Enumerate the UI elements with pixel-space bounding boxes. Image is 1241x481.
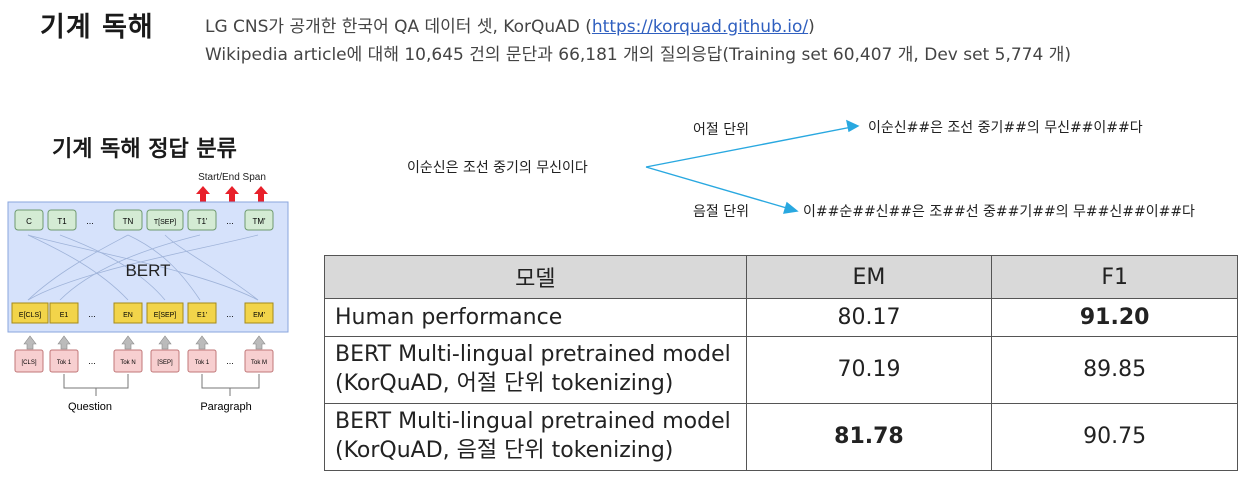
input-label: [SEP]	[157, 360, 173, 366]
model-cell: BERT Multi-lingual pretrained model (KorQ…	[324, 403, 747, 471]
embedding-token	[146, 302, 184, 324]
ellipsis: ...	[226, 309, 234, 319]
embedding-label: E[SEP]	[154, 312, 177, 319]
up-arrow-icon	[254, 186, 268, 202]
arrow-head-icon	[783, 201, 799, 214]
top-token-label: T1'	[197, 217, 208, 226]
top-token	[187, 209, 217, 231]
table-row: BERT Multi-lingual pretrained model (KorQ…	[324, 336, 1238, 404]
top-token	[146, 209, 184, 231]
embedding-label: EM'	[253, 312, 265, 319]
input-token	[49, 349, 79, 373]
f1-cell: 90.75	[991, 403, 1238, 471]
input-label: Tok 1	[57, 360, 72, 366]
top-token-label: TN	[123, 217, 134, 226]
korquad-link[interactable]: https://korquad.github.io/	[591, 17, 809, 37]
input-label: [CLS]	[21, 360, 36, 366]
input-token	[113, 349, 143, 373]
input-label: Tok N	[120, 360, 135, 366]
model-name: BERT Multi-lingual pretrained model	[335, 342, 731, 368]
group-brackets	[63, 374, 260, 396]
description-text-end: )	[808, 17, 815, 37]
model-detail: (KorQuAD, 어절 단위 tokenizing)	[335, 371, 674, 396]
bert-diagram: Start/End Span BERT C T1 ... TN T[SEP] T…	[7, 172, 289, 413]
embedding-token	[49, 302, 79, 324]
table-header-row: 모델 EM F1	[324, 255, 1238, 299]
header-f1: F1	[991, 255, 1238, 299]
results-table: 모델 EM F1 Human performance 80.17 91.20 B…	[324, 255, 1238, 471]
ellipsis: ...	[226, 216, 234, 226]
top-token	[14, 209, 44, 231]
embedding-token	[113, 302, 143, 324]
table-row: Human performance 80.17 91.20	[324, 298, 1238, 337]
em-cell: 80.17	[745, 298, 993, 337]
top-token-label: T1	[57, 217, 67, 226]
embedding-label: E1'	[197, 312, 207, 319]
model-cell: BERT Multi-lingual pretrained model (KorQ…	[324, 336, 747, 404]
embedding-row: E[CLS] E1 ... EN E[SEP] E1' ... EM'	[11, 302, 274, 324]
table-row: BERT Multi-lingual pretrained model (KorQ…	[324, 403, 1238, 471]
attention-lines	[27, 234, 259, 301]
dataset-description: LG CNS가 공개한 한국어 QA 데이터 셋, KorQuAD (https…	[205, 12, 815, 37]
embedding-label: E1	[60, 312, 69, 319]
header-em: EM	[745, 255, 993, 299]
ellipsis: ...	[226, 356, 234, 366]
f1-cell: 89.85	[991, 336, 1238, 404]
model-cell: Human performance	[324, 298, 747, 337]
embedding-token	[244, 302, 274, 324]
header-model: 모델	[324, 255, 747, 299]
description-text: LG CNS가 공개한 한국어 QA 데이터 셋, KorQuAD (	[205, 17, 592, 37]
input-token	[244, 349, 274, 373]
input-label: Tok 1	[195, 360, 210, 366]
word-unit-label: 어절 단위	[693, 122, 749, 138]
input-token	[187, 349, 217, 373]
top-token	[244, 209, 274, 231]
top-token	[113, 209, 143, 231]
syllable-unit-result: 이##순##신##은 조##선 중##기##의 무##신##이##다	[803, 204, 1195, 220]
embedding-token	[187, 302, 217, 324]
bert-label: BERT	[125, 261, 170, 280]
top-token	[47, 209, 77, 231]
f1-cell: 91.20	[991, 298, 1238, 337]
word-unit-result: 이순신##은 조선 중기##의 무신##이##다	[868, 120, 1143, 136]
input-label: Tok M	[251, 360, 267, 366]
input-token	[14, 349, 44, 373]
top-token-row: C T1 ... TN T[SEP] T1' ... TM'	[14, 209, 274, 231]
model-name: BERT Multi-lingual pretrained model	[335, 409, 731, 435]
input-token	[150, 349, 180, 373]
output-label: Start/End Span	[198, 172, 266, 183]
paragraph-label: Paragraph	[200, 401, 251, 413]
top-token-label: T[SEP]	[154, 219, 176, 226]
top-token-label: TM'	[252, 217, 266, 226]
model-name: Human performance	[335, 305, 563, 330]
up-arrow-icon	[196, 186, 210, 202]
dataset-stats: Wikipedia article에 대해 10,645 건의 문단과 66,1…	[205, 45, 1071, 65]
output-arrows	[196, 186, 268, 202]
em-cell: 81.78	[745, 403, 993, 471]
embedding-label: EN	[123, 312, 133, 319]
ellipsis: ...	[88, 356, 96, 366]
ellipsis: ...	[88, 309, 96, 319]
input-row: [CLS] Tok 1 ... Tok N [SEP] Tok 1 ... To…	[14, 349, 274, 373]
arrow-line	[645, 126, 853, 168]
source-sentence: 이순신은 조선 중기의 무신이다	[407, 160, 588, 176]
up-arrow-icon	[225, 186, 239, 202]
model-detail: (KorQuAD, 음절 단위 tokenizing)	[335, 438, 674, 463]
diagram-title: 기계 독해 정답 분류	[52, 137, 237, 162]
ellipsis: ...	[86, 216, 94, 226]
arrow-head-icon	[846, 119, 860, 133]
syllable-unit-label: 음절 단위	[693, 204, 749, 220]
embedding-label: E[CLS]	[19, 312, 41, 319]
question-label: Question	[68, 401, 112, 413]
embedding-token	[11, 302, 49, 324]
page-title: 기계 독해	[40, 12, 154, 43]
top-token-label: C	[26, 217, 32, 226]
input-arrows	[23, 335, 266, 350]
em-cell: 70.19	[745, 336, 993, 404]
